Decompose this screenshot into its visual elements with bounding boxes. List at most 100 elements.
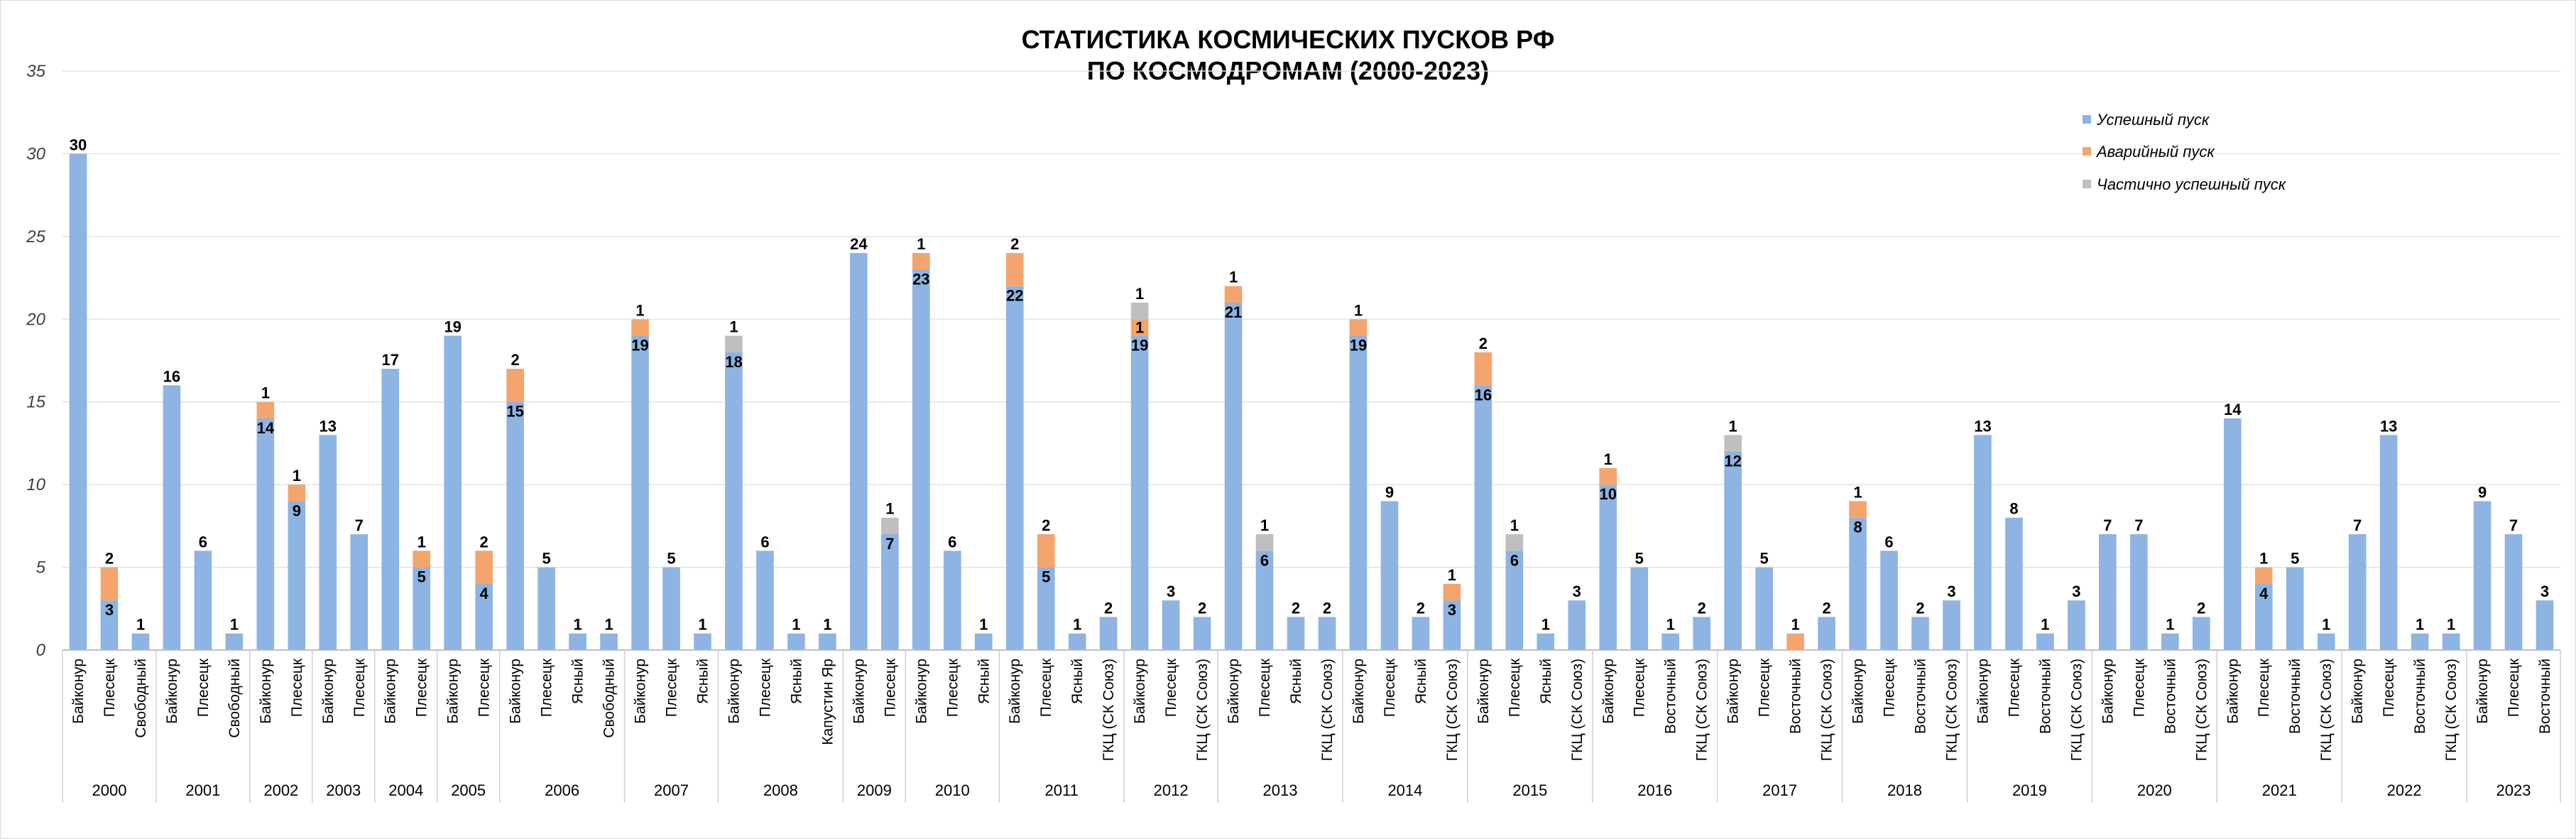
data-label: 24 — [850, 235, 868, 253]
y-tick-label: 10 — [26, 475, 45, 494]
bar-failure — [256, 401, 275, 418]
x-category-label: ГКЦ (СК Союз) — [2193, 659, 2210, 761]
bar-failure — [631, 319, 649, 336]
bar-success — [2254, 583, 2273, 650]
x-category-label: ГКЦ (СК Союз) — [1194, 659, 1211, 761]
x-category-label: Байконур — [1350, 659, 1367, 724]
x-category-label: Плесецк — [2506, 658, 2522, 717]
x-year-label: 2006 — [545, 781, 579, 799]
bar-failure — [1037, 534, 1055, 568]
bar-success — [194, 551, 212, 650]
data-label: 19 — [631, 337, 648, 354]
x-category-label: Байконур — [445, 659, 462, 724]
bar-success — [1412, 617, 1430, 650]
y-tick-label: 25 — [26, 227, 45, 247]
data-label: 2 — [1698, 599, 1706, 617]
data-label: 1 — [2041, 616, 2049, 634]
bar-success — [1099, 617, 1118, 650]
data-label: 22 — [1006, 287, 1023, 305]
x-year-label: 2014 — [1387, 781, 1422, 799]
data-label: 13 — [1974, 417, 1991, 435]
legend-swatch-success — [2083, 115, 2091, 124]
bar-success — [1255, 551, 1274, 650]
data-label: 21 — [1225, 303, 1242, 321]
data-label: 5 — [1760, 550, 1769, 568]
x-axis: Байконур Плесецк Свободный Байконур Плесецк С… — [62, 649, 2561, 803]
x-category-label: Плесецк — [1632, 658, 1648, 717]
bar-success — [2286, 567, 2304, 650]
bar-success — [1693, 617, 1711, 650]
data-label: 6 — [948, 533, 956, 551]
y-tick-label: 30 — [26, 144, 45, 163]
bar-success — [1911, 617, 1929, 650]
data-label: 1 — [698, 616, 706, 634]
data-label: 1 — [2166, 616, 2174, 634]
data-label: 2 — [1417, 599, 1425, 617]
bar-success — [2192, 617, 2210, 650]
data-label: 1 — [729, 318, 738, 336]
x-category-label: Байконур — [320, 659, 337, 724]
data-label: 1 — [1729, 417, 1737, 435]
x-category-label: Плесецк — [664, 658, 680, 717]
bar-success — [1599, 485, 1617, 650]
x-category-label: Плесецк — [539, 658, 555, 717]
y-tick-label: 20 — [26, 310, 45, 329]
x-year-label: 2022 — [2387, 781, 2422, 799]
data-label: 18 — [725, 353, 742, 371]
x-category-label: Байконур — [2100, 659, 2116, 724]
bar-success — [1880, 551, 1898, 650]
data-label: 2 — [480, 533, 489, 551]
bar-success — [256, 418, 275, 650]
data-label: 1 — [1853, 483, 1862, 501]
x-category-label: Байконур — [383, 659, 399, 724]
bar-success — [1724, 451, 1742, 650]
x-category-label: Плесецк — [351, 658, 368, 717]
y-tick-label: 0 — [36, 641, 46, 660]
data-label: 2 — [2197, 599, 2205, 617]
x-category-label: Восточный — [1913, 659, 1929, 734]
data-label: 14 — [2224, 401, 2242, 418]
bar-success — [69, 153, 87, 650]
bar-success — [1193, 617, 1211, 650]
bar-failure — [1474, 352, 1492, 386]
data-label: 1 — [1510, 516, 1519, 534]
data-label: 9 — [293, 502, 301, 519]
x-category-label: ГКЦ (СК Союз) — [2068, 659, 2085, 761]
x-category-label: Байконур — [726, 659, 742, 724]
x-year-label: 2017 — [1762, 781, 1797, 799]
x-year-label: 2003 — [326, 781, 361, 799]
x-category-label: Ясный — [570, 659, 586, 704]
bar-success — [2005, 517, 2023, 650]
x-year-label: 2000 — [92, 781, 126, 799]
data-label: 1 — [1073, 616, 1081, 634]
x-category-label: Плесецк — [944, 658, 961, 717]
x-year-label: 2009 — [857, 781, 892, 799]
legend: Успешный пуск Аварийный пуск Частично ус… — [2083, 111, 2287, 193]
x-category-label: Байконур — [1226, 659, 1242, 724]
x-year-label: 2016 — [1637, 781, 1672, 799]
bar-success — [1037, 567, 1055, 650]
data-label: 2 — [511, 351, 520, 369]
data-label: 2 — [1104, 599, 1113, 617]
x-category-label: Плесецк — [2381, 658, 2397, 717]
bar-success — [600, 633, 618, 650]
bar-success — [1318, 617, 1336, 650]
y-tick-label: 5 — [36, 558, 46, 578]
bar-partial — [1130, 303, 1149, 320]
data-label: 6 — [1884, 533, 1893, 551]
x-year-label: 2005 — [451, 781, 486, 799]
data-label: 5 — [542, 550, 550, 568]
data-label: 5 — [1635, 550, 1644, 568]
x-year-label: 2021 — [2262, 781, 2297, 799]
data-label: 2 — [1198, 599, 1206, 617]
bar-success — [2504, 534, 2523, 650]
bar-success — [444, 335, 462, 650]
x-category-label: Байконур — [1600, 659, 1617, 724]
data-label: 1 — [1354, 301, 1363, 319]
bar-success — [131, 633, 150, 650]
bar-success — [725, 352, 743, 650]
x-category-label: ГКЦ (СК Союз) — [1319, 659, 1336, 761]
x-category-label: Байконур — [2225, 659, 2241, 724]
bar-success — [1380, 501, 1399, 650]
